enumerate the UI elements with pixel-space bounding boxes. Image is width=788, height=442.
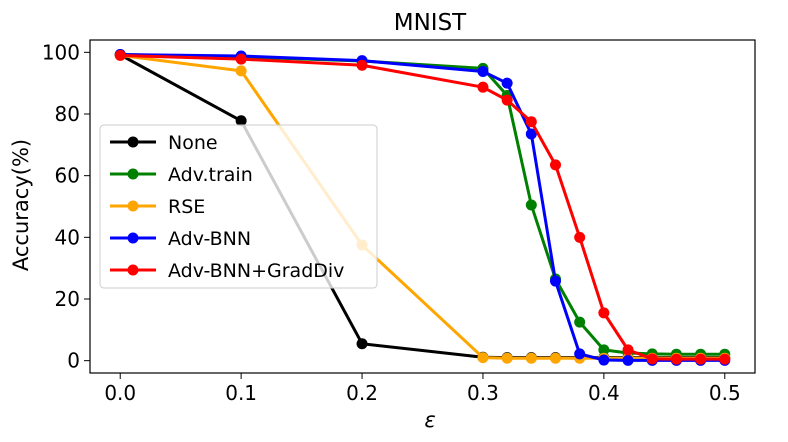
- x-tick-label: 0.1: [225, 381, 257, 405]
- legend-marker: [127, 232, 139, 244]
- data-point: [525, 116, 537, 128]
- x-axis-ticks: 0.0 0.1 0.2 0.3 0.4 0.5: [104, 373, 741, 405]
- data-point: [598, 307, 610, 319]
- data-point: [646, 353, 658, 365]
- legend-label: Adv-BNN: [168, 228, 251, 250]
- legend-label: Adv.train: [168, 164, 253, 186]
- legend-item: Adv-BNN: [110, 228, 251, 250]
- plot-frame: [89, 39, 756, 374]
- data-point: [525, 199, 537, 211]
- data-point: [574, 316, 586, 328]
- legend-label: RSE: [168, 196, 205, 218]
- data-point: [501, 352, 513, 364]
- x-axis-label: ε: [424, 408, 435, 432]
- y-axis-label: Accuracy(%): [9, 139, 33, 271]
- data-point: [574, 231, 586, 243]
- data-point: [356, 338, 368, 350]
- legend-item: Adv-BNN+GradDiv: [110, 260, 344, 282]
- data-point: [525, 128, 537, 140]
- data-point: [477, 65, 489, 77]
- legend-label: Adv-BNN+GradDiv: [168, 260, 344, 282]
- data-point: [550, 159, 561, 171]
- y-axis-ticks: 0 20 40 60 80 100: [42, 40, 90, 373]
- data-point: [550, 275, 561, 287]
- legend-item: None: [110, 132, 218, 154]
- data-point: [235, 65, 247, 77]
- y-tick-label: 40: [55, 225, 80, 249]
- legend-item: Adv.train: [110, 164, 253, 186]
- legend-box: [99, 124, 378, 289]
- legend-label: None: [168, 132, 218, 154]
- series-adv-bnn-graddiv: [114, 49, 731, 365]
- data-point: [501, 94, 513, 106]
- y-tick-label: 60: [55, 164, 80, 188]
- legend-marker: [127, 264, 139, 276]
- x-tick-label: 0.2: [346, 381, 378, 405]
- x-tick-label: 0.4: [588, 381, 620, 405]
- legend-marker: [127, 136, 139, 148]
- data-point: [356, 59, 368, 71]
- y-tick-label: 100: [42, 40, 80, 64]
- y-tick-label: 0: [67, 349, 80, 373]
- x-tick-label: 0.3: [467, 381, 499, 405]
- data-point: [501, 77, 513, 89]
- y-tick-label: 80: [55, 102, 80, 126]
- legend: None Adv.train RSE Adv-BNN Adv-BNN+GradDiv: [99, 124, 378, 289]
- data-point: [114, 49, 126, 61]
- data-point: [598, 344, 610, 356]
- data-point: [670, 353, 682, 365]
- y-tick-label: 20: [55, 287, 80, 311]
- data-point: [477, 81, 489, 93]
- data-point: [719, 353, 731, 365]
- data-point: [477, 352, 489, 364]
- legend-marker: [127, 168, 139, 180]
- data-point: [235, 115, 247, 127]
- chart-title: MNIST: [394, 10, 467, 36]
- data-point: [525, 352, 537, 364]
- data-point: [235, 53, 247, 65]
- data-point: [622, 354, 634, 366]
- series-group: [114, 48, 731, 366]
- x-tick-label: 0.0: [104, 381, 136, 405]
- legend-item: RSE: [110, 196, 205, 218]
- legend-marker: [127, 200, 139, 212]
- data-point: [574, 348, 586, 360]
- data-point: [622, 344, 634, 356]
- data-point: [695, 353, 707, 365]
- x-tick-label: 0.5: [709, 381, 741, 405]
- data-point: [598, 354, 610, 366]
- data-point: [550, 352, 561, 364]
